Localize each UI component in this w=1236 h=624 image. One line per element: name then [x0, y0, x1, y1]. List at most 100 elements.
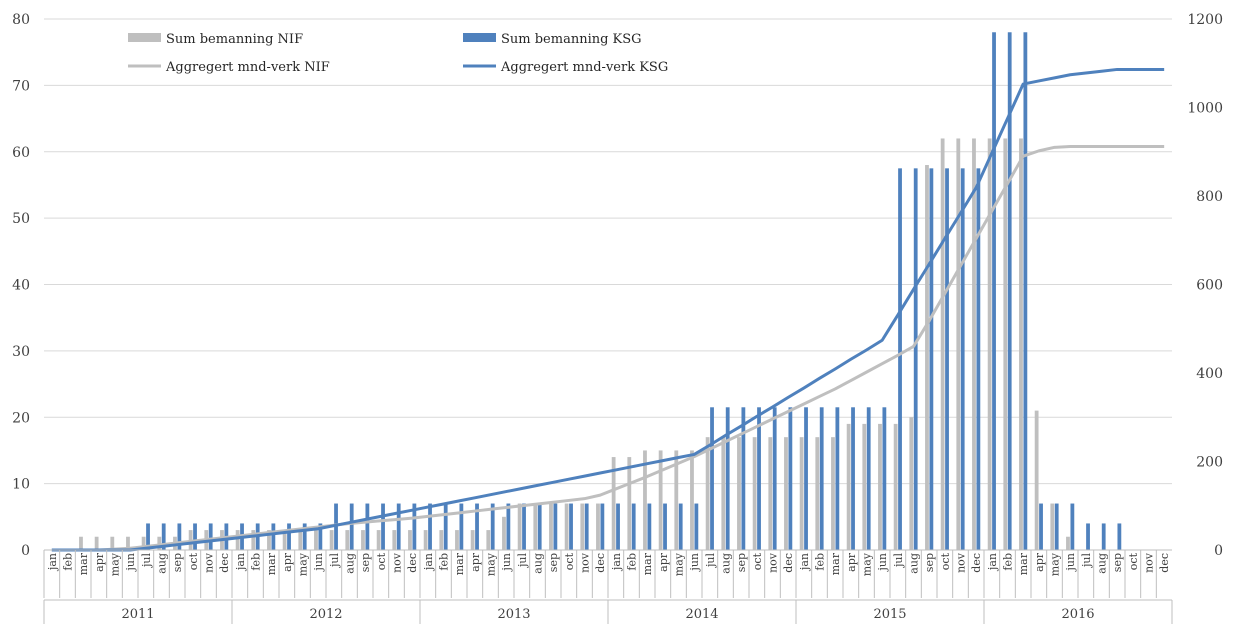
bar: [584, 503, 589, 550]
bar: [282, 530, 287, 550]
bar: [1019, 138, 1023, 550]
bar: [177, 523, 182, 550]
bar: [819, 407, 824, 550]
month-tick-label: dec: [218, 553, 231, 573]
bar: [741, 407, 746, 550]
bar: [376, 530, 381, 550]
bar: [302, 523, 307, 550]
month-tick-label: sep: [1111, 553, 1124, 572]
bar: [412, 503, 417, 550]
bar: [490, 503, 495, 550]
bar: [1034, 410, 1039, 550]
bar: [721, 437, 726, 550]
bar: [349, 503, 354, 550]
bar: [1117, 523, 1122, 550]
bar: [831, 437, 835, 550]
y-right-tick-label: 400: [1196, 366, 1223, 382]
bar: [475, 503, 479, 550]
bar: [694, 503, 699, 550]
month-tick-label: may: [297, 552, 310, 576]
month-tick-label: mar: [1017, 552, 1030, 575]
bar: [725, 407, 730, 550]
bar: [1003, 138, 1008, 550]
bar: [799, 437, 804, 550]
legend-label: Aggregert mnd-verk KSG: [500, 60, 668, 75]
bar: [141, 536, 146, 550]
bar: [329, 530, 334, 550]
y-left-tick-label: 10: [12, 477, 30, 493]
month-tick-label: oct: [187, 552, 200, 570]
y-right-tick-label: 600: [1196, 278, 1223, 294]
bar: [705, 437, 710, 550]
y-left-tick-label: 80: [12, 12, 30, 28]
month-tick-label: feb: [626, 553, 639, 571]
month-tick-label: mar: [77, 552, 90, 575]
bar: [443, 503, 448, 550]
month-tick-label: sep: [923, 553, 936, 572]
year-label: 2011: [121, 607, 154, 622]
bar: [1023, 32, 1028, 550]
month-tick-label: mar: [829, 552, 842, 575]
y-left-tick-label: 30: [12, 344, 30, 360]
month-tick-label: jun: [1064, 553, 1077, 573]
bar: [616, 503, 620, 550]
month-tick-label: jul: [328, 553, 341, 569]
bar: [1050, 503, 1055, 550]
month-tick-label: aug: [908, 553, 921, 574]
month-tick-label: may: [673, 552, 686, 576]
bar: [298, 530, 303, 550]
bar: [784, 437, 788, 550]
bar: [772, 407, 777, 550]
y-right-tick-label: 1000: [1187, 101, 1223, 117]
bar: [674, 450, 679, 550]
bar: [553, 503, 558, 550]
month-tick-label: dec: [406, 553, 419, 573]
bar: [690, 450, 694, 550]
month-tick-label: jul: [892, 553, 905, 569]
bar: [992, 32, 996, 550]
month-tick-label: may: [485, 552, 498, 576]
bar: [549, 503, 553, 550]
month-tick-label: jan: [610, 553, 623, 572]
bar: [533, 503, 538, 550]
month-tick-label: apr: [1033, 552, 1046, 572]
bar: [361, 530, 365, 550]
month-tick-label: nov: [391, 552, 404, 573]
month-tick-label: jun: [312, 553, 325, 573]
month-tick-label: feb: [438, 553, 451, 571]
bar: [517, 503, 522, 550]
bar: [909, 417, 914, 550]
year-label: 2016: [1061, 607, 1094, 622]
year-label: 2014: [685, 607, 718, 622]
bar: [235, 530, 240, 550]
month-tick-label: oct: [939, 552, 952, 570]
bar: [1007, 32, 1012, 550]
bar: [470, 530, 475, 550]
month-tick-label: aug: [720, 553, 733, 574]
y-left-tick-label: 0: [21, 543, 30, 559]
legend-swatch: [128, 33, 161, 42]
y-left-tick-label: 40: [12, 278, 30, 294]
bar: [408, 530, 412, 550]
bar: [1070, 503, 1075, 550]
month-tick-label: jul: [1080, 553, 1093, 569]
bar: [600, 503, 605, 550]
month-tick-label: mar: [641, 552, 654, 575]
month-tick-label: nov: [1143, 552, 1156, 573]
legend-label: Sum bemanning NIF: [166, 32, 303, 47]
bar: [1054, 503, 1059, 550]
month-tick-label: aug: [156, 553, 169, 574]
bar: [987, 138, 992, 550]
bar: [757, 407, 761, 550]
month-tick-label: oct: [563, 552, 576, 570]
bar: [94, 536, 99, 550]
y-left-tick-label: 50: [12, 211, 30, 227]
bar: [267, 530, 271, 550]
bar: [79, 536, 83, 550]
month-tick-label: apr: [93, 552, 106, 572]
month-tick-label: may: [861, 552, 874, 576]
bar: [271, 523, 276, 550]
bar: [737, 437, 741, 550]
month-tick-label: may: [109, 552, 122, 576]
